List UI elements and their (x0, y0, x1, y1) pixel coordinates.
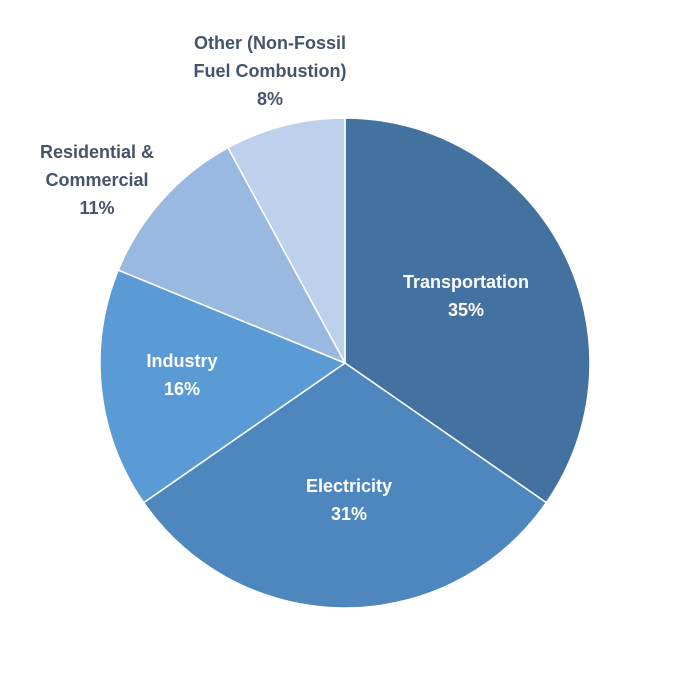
pie-slice-electricity (142, 362, 548, 609)
pie-label-percent: 31% (331, 504, 367, 524)
pie-label-percent: 35% (448, 300, 484, 320)
pie-slice-other-non-fossil-fuel-combustion (227, 117, 346, 364)
pie-label-line: Industry (146, 351, 217, 371)
pie-label-line: Transportation (403, 272, 529, 292)
pie-slices (99, 117, 591, 609)
pie-slice-transportation (344, 117, 591, 504)
pie-label-line: Electricity (306, 476, 392, 496)
pie-label-industry: Industry 16% (146, 351, 217, 399)
pie-label-percent: 8% (257, 89, 283, 109)
pie-label-line: Residential & (40, 142, 154, 162)
pie-slice-industry (99, 269, 347, 504)
pie-labels: Transportation 35% Electricity 31% Industry 1… (40, 33, 529, 524)
pie-label-electricity: Electricity 31% (306, 476, 392, 524)
pie-label-line: Other (Non-Fossil (194, 33, 346, 53)
pie-label-line: Commercial (45, 170, 148, 190)
pie-label-percent: 11% (79, 198, 114, 218)
pie-label-other-non-fossil-fuel-combustion: Other (Non-Fossil Fuel Combustion) 8% (194, 33, 347, 109)
pie-slice-residential-commercial (117, 146, 347, 365)
pie-label-residential-commercial: Residential & Commercial 11% (40, 142, 154, 218)
pie-label-line: Fuel Combustion) (194, 61, 347, 81)
pie-label-transportation: Transportation 35% (403, 272, 529, 320)
pie-label-percent: 16% (164, 379, 200, 399)
